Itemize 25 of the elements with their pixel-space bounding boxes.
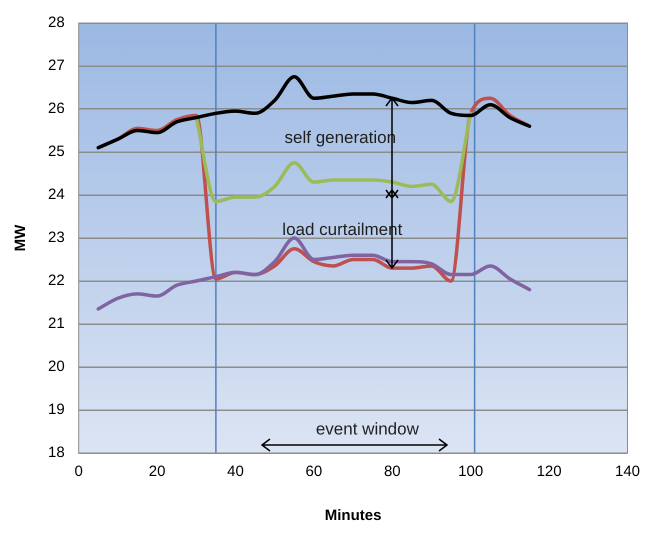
x-tick-label: 20 xyxy=(148,463,166,480)
y-tick-label: 22 xyxy=(48,272,65,290)
y-tick-label: 28 xyxy=(48,14,65,32)
x-tick-label: 80 xyxy=(384,463,401,480)
y-tick-label: 20 xyxy=(48,358,65,376)
x-tick-label: 0 xyxy=(74,463,83,480)
line-series xyxy=(96,75,532,150)
y-axis-title: MW xyxy=(12,224,30,252)
annotation: event window xyxy=(316,419,420,438)
y-tick-label: 18 xyxy=(48,444,65,462)
line-series xyxy=(194,112,472,204)
x-tick-label: 60 xyxy=(306,463,322,480)
y-tick-label: 25 xyxy=(48,143,65,160)
y-tick-label: 23 xyxy=(48,229,65,246)
x-axis-title: Minutes xyxy=(324,507,382,524)
y-tick-label: 21 xyxy=(48,315,65,332)
y-tick-label: 27 xyxy=(48,57,65,74)
y-tick-label: 19 xyxy=(48,401,65,418)
x-tick-label: 100 xyxy=(458,463,484,480)
y-tick-label: 24 xyxy=(48,186,65,204)
x-tick-label: 120 xyxy=(536,463,562,480)
x-tick-label: 40 xyxy=(227,463,244,480)
x-tick-label: 140 xyxy=(614,463,640,480)
line-series xyxy=(96,236,532,311)
y-tick-label: 26 xyxy=(48,100,65,118)
